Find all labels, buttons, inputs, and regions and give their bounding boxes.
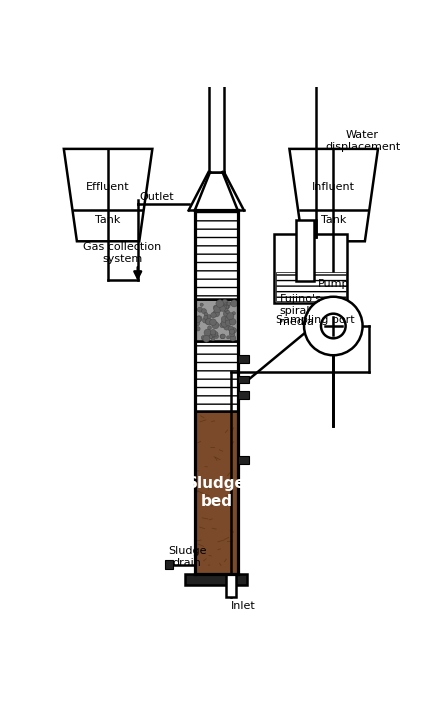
- Circle shape: [216, 300, 223, 307]
- Circle shape: [203, 335, 210, 342]
- Circle shape: [211, 329, 216, 335]
- Circle shape: [224, 303, 230, 309]
- Polygon shape: [166, 560, 173, 570]
- Circle shape: [207, 314, 211, 319]
- Polygon shape: [195, 411, 238, 574]
- Circle shape: [222, 299, 228, 305]
- Circle shape: [230, 335, 236, 341]
- Polygon shape: [208, 79, 224, 172]
- Text: Effluent: Effluent: [86, 182, 130, 193]
- Circle shape: [227, 312, 234, 319]
- Circle shape: [212, 322, 219, 329]
- Circle shape: [223, 311, 229, 317]
- Circle shape: [226, 336, 230, 339]
- Circle shape: [229, 329, 235, 334]
- Circle shape: [202, 309, 206, 314]
- Polygon shape: [238, 456, 249, 464]
- Polygon shape: [185, 574, 247, 585]
- Circle shape: [202, 318, 207, 323]
- Circle shape: [226, 310, 229, 314]
- Circle shape: [220, 322, 225, 328]
- Circle shape: [222, 305, 229, 311]
- Polygon shape: [195, 299, 238, 341]
- Circle shape: [211, 337, 215, 341]
- Text: Tank: Tank: [321, 215, 346, 225]
- Circle shape: [204, 312, 208, 316]
- Polygon shape: [238, 355, 249, 363]
- Polygon shape: [296, 220, 314, 281]
- Circle shape: [226, 302, 229, 305]
- Circle shape: [208, 326, 211, 329]
- Polygon shape: [226, 574, 236, 597]
- Text: Inlet: Inlet: [231, 601, 256, 611]
- Text: Water
displacement: Water displacement: [325, 131, 400, 152]
- Circle shape: [232, 311, 235, 315]
- Circle shape: [223, 305, 227, 309]
- Circle shape: [224, 324, 229, 330]
- Circle shape: [231, 300, 238, 307]
- Circle shape: [220, 334, 225, 339]
- Text: Gas collection
system: Gas collection system: [83, 242, 161, 264]
- Circle shape: [205, 319, 212, 325]
- Text: Influent: Influent: [312, 182, 355, 193]
- Circle shape: [209, 335, 214, 339]
- Circle shape: [211, 332, 216, 336]
- Circle shape: [221, 320, 229, 327]
- Text: Sampling port: Sampling port: [276, 315, 355, 325]
- Circle shape: [221, 316, 227, 322]
- Text: Fujino's
spiral
media: Fujino's spiral media: [279, 294, 321, 327]
- Circle shape: [229, 319, 236, 325]
- Circle shape: [200, 303, 203, 306]
- Polygon shape: [274, 234, 347, 303]
- Text: Sludge
bed: Sludge bed: [187, 476, 246, 508]
- Polygon shape: [238, 376, 249, 384]
- Text: Pump: Pump: [318, 278, 349, 288]
- Polygon shape: [289, 149, 378, 242]
- Circle shape: [214, 332, 218, 336]
- Circle shape: [220, 306, 226, 311]
- Polygon shape: [238, 392, 249, 399]
- Polygon shape: [195, 341, 238, 411]
- Circle shape: [231, 327, 236, 333]
- Circle shape: [197, 307, 202, 312]
- Text: Tank: Tank: [95, 215, 120, 225]
- Circle shape: [226, 320, 231, 326]
- Circle shape: [211, 312, 216, 318]
- Circle shape: [229, 329, 235, 335]
- Circle shape: [205, 319, 210, 324]
- Circle shape: [214, 335, 218, 339]
- Circle shape: [196, 327, 200, 331]
- Circle shape: [214, 306, 217, 309]
- Circle shape: [196, 316, 202, 322]
- Text: Outlet: Outlet: [139, 192, 174, 202]
- Polygon shape: [189, 172, 244, 211]
- Text: Sludge
drain: Sludge drain: [168, 547, 206, 568]
- Circle shape: [225, 317, 230, 322]
- Circle shape: [204, 316, 208, 319]
- Circle shape: [321, 314, 346, 338]
- Circle shape: [229, 332, 235, 337]
- Polygon shape: [195, 211, 238, 299]
- Circle shape: [209, 335, 213, 339]
- Polygon shape: [276, 272, 346, 301]
- Circle shape: [201, 335, 205, 340]
- Circle shape: [226, 305, 229, 309]
- Circle shape: [214, 305, 221, 313]
- Circle shape: [195, 316, 201, 322]
- Polygon shape: [64, 149, 152, 242]
- Circle shape: [213, 310, 220, 317]
- Circle shape: [204, 329, 211, 336]
- Circle shape: [227, 301, 231, 306]
- Circle shape: [304, 297, 363, 355]
- Circle shape: [195, 321, 200, 326]
- Circle shape: [210, 319, 216, 325]
- Circle shape: [220, 334, 225, 339]
- Circle shape: [228, 326, 233, 331]
